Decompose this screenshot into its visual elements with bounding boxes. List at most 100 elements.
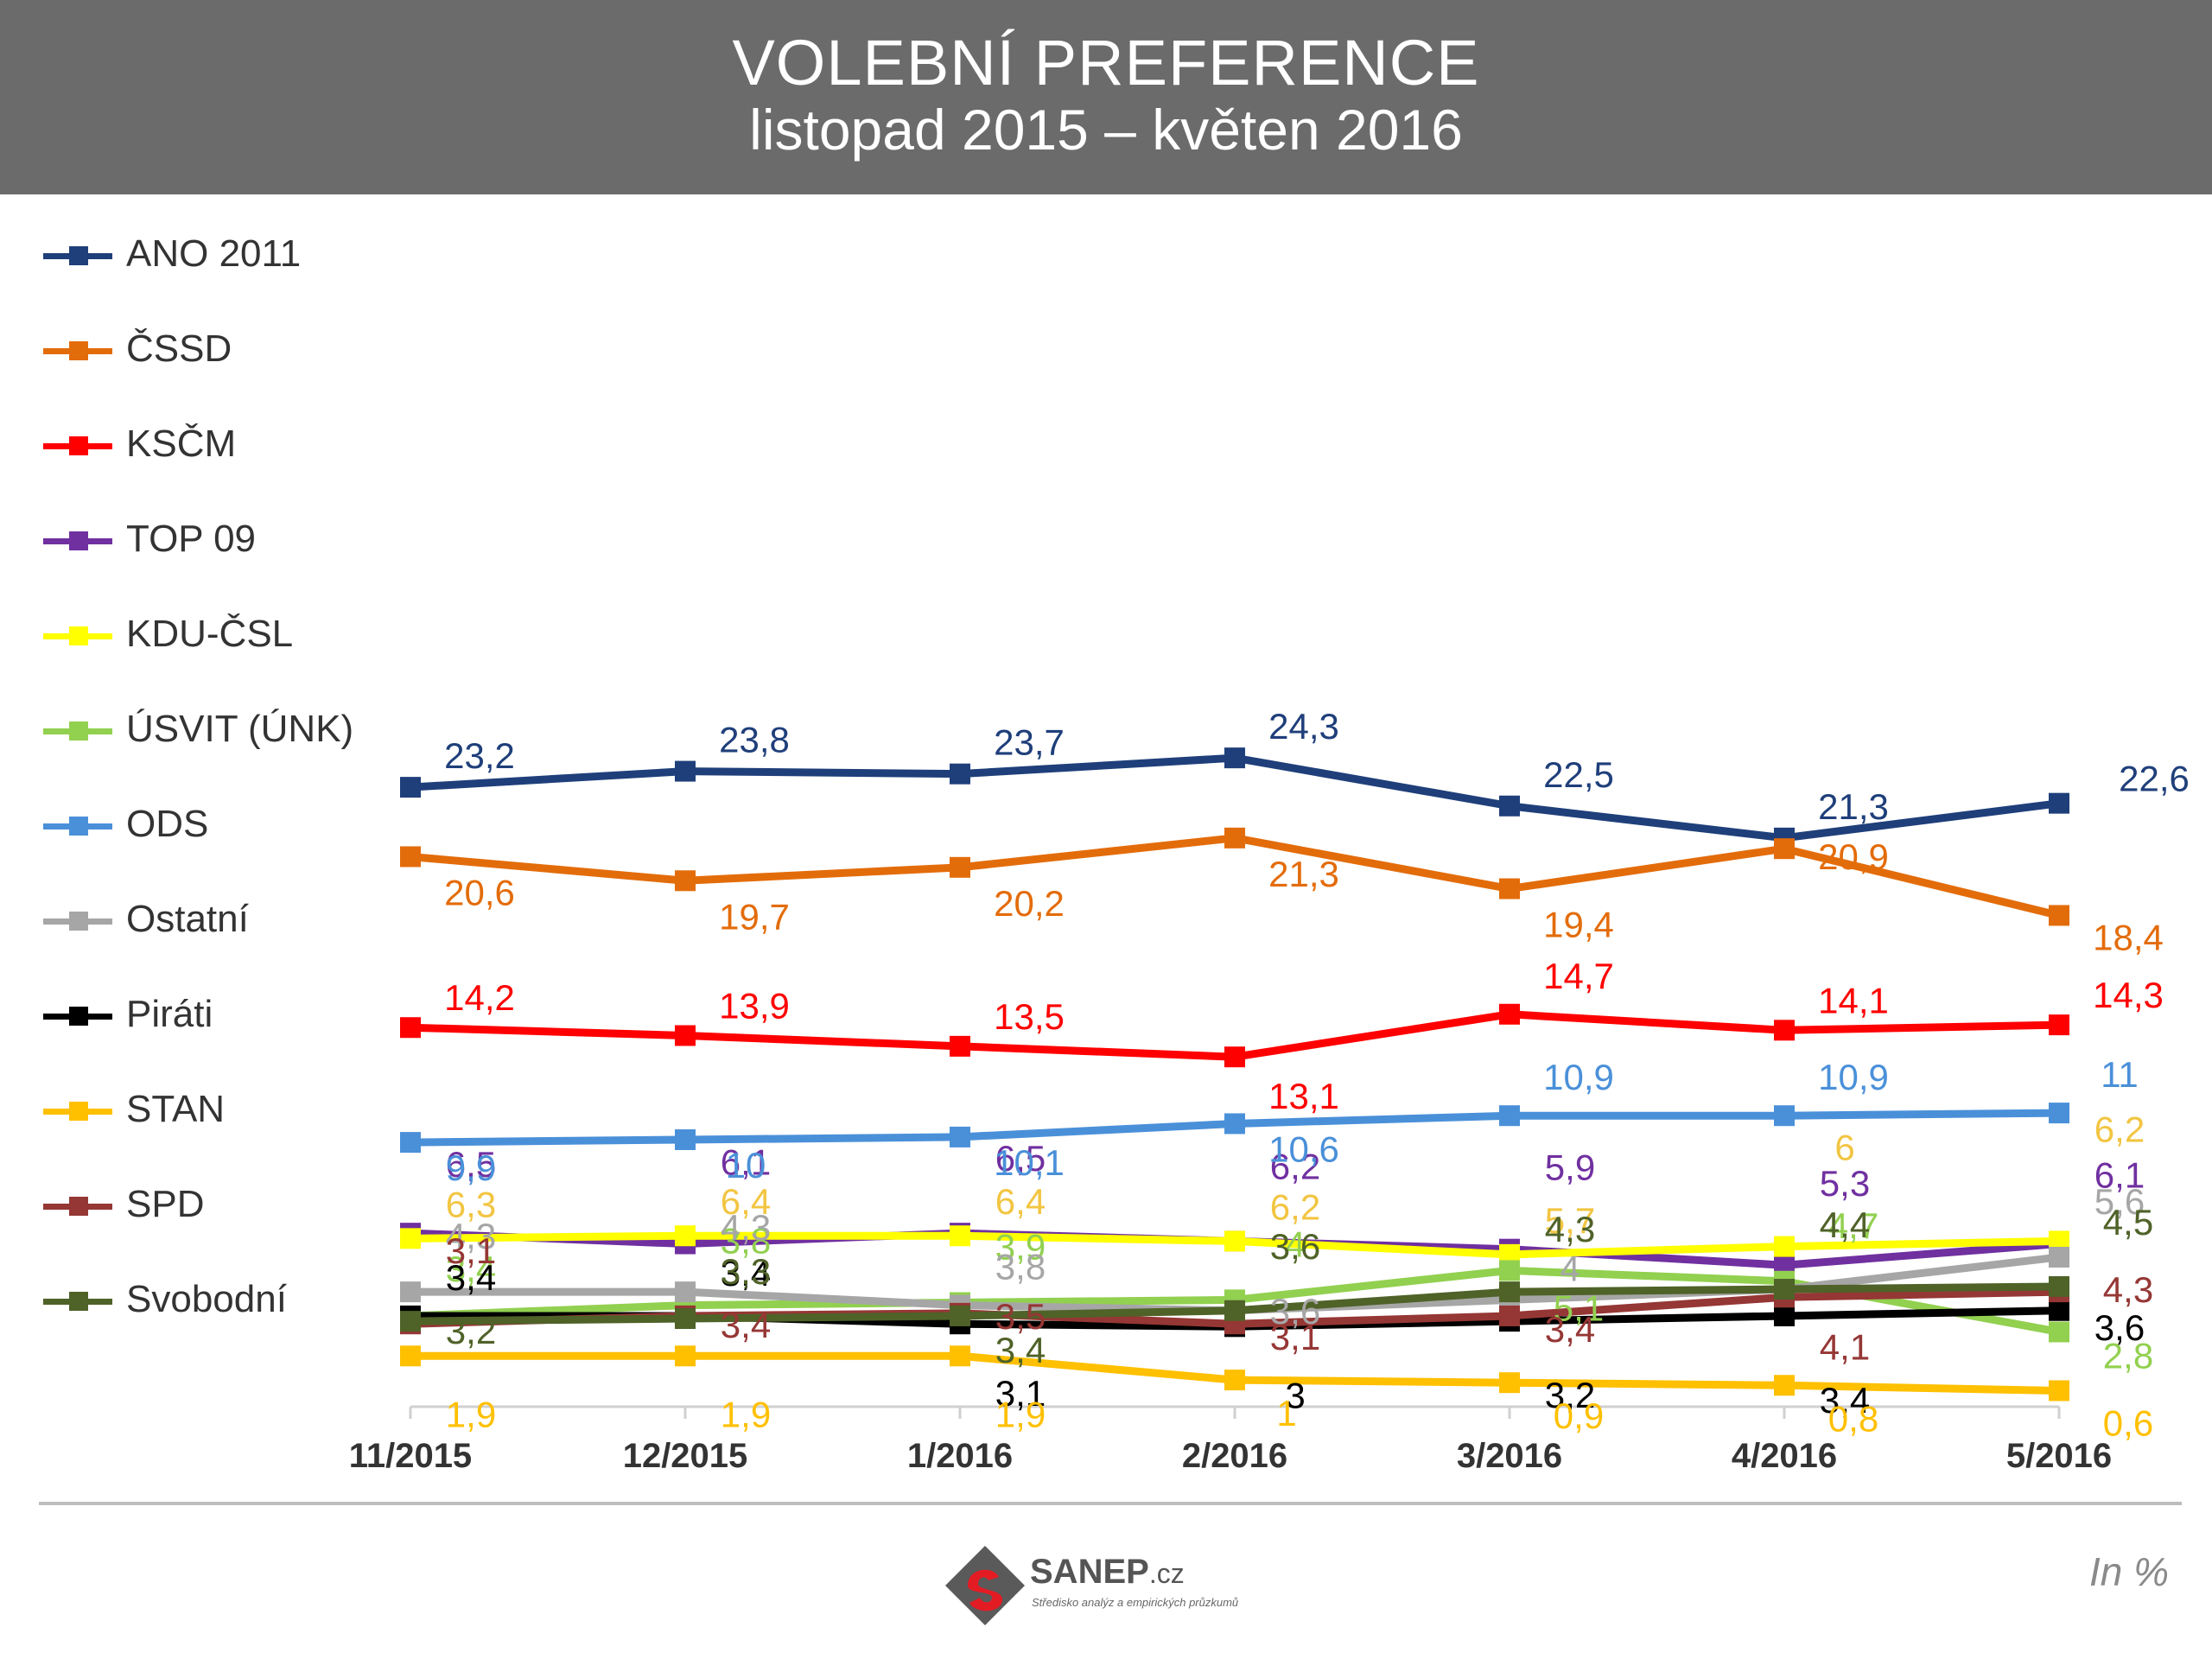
x-tick-label: 5/2016 xyxy=(2006,1437,2112,1475)
legend-swatch xyxy=(43,721,112,741)
data-label-ano-2011: 23,2 xyxy=(444,735,515,776)
series-svobodni xyxy=(400,1275,2069,1332)
legend-item-stan: STAN xyxy=(43,1084,406,1136)
series-ano-2011 xyxy=(400,747,2069,849)
data-point-stan xyxy=(950,1345,970,1367)
legend-label: KSČM xyxy=(126,423,237,465)
series-line-ano-2011 xyxy=(410,753,2060,842)
data-point-ods xyxy=(1499,1105,1520,1127)
data-label-svobodni: 4,4 xyxy=(1820,1205,1870,1245)
data-point-stan xyxy=(400,1345,421,1367)
data-point-ostatni xyxy=(2049,1246,2069,1268)
data-point-ods xyxy=(1224,1113,1245,1135)
data-label-svobodni: 4,5 xyxy=(2103,1202,2153,1243)
data-label-ostatni: 3,6 xyxy=(1270,1291,1320,1332)
sanep-logo: SANEP.cz Středisko analýz a empirických … xyxy=(942,1542,1305,1629)
data-label-top-09: 6,5 xyxy=(446,1144,496,1185)
data-point-cssd xyxy=(1499,878,1520,899)
data-point-kscm xyxy=(675,1025,696,1046)
data-label-usvit-unk: 3,9 xyxy=(995,1226,1046,1267)
data-label-spd: 4,3 xyxy=(2103,1269,2153,1310)
data-point-kscm xyxy=(400,1017,421,1039)
data-label-spd: 3,1 xyxy=(1270,1317,1320,1357)
data-label-pirati: 3,4 xyxy=(1820,1380,1870,1421)
legend-swatch xyxy=(43,626,112,645)
legend-item-cssd: ČSSD xyxy=(43,324,406,376)
data-label-ostatni: 4,3 xyxy=(446,1216,496,1256)
data-label-pirati: 3 xyxy=(1285,1375,1305,1415)
x-tick-label: 12/2015 xyxy=(623,1437,748,1475)
data-label-pirati: 3,2 xyxy=(1545,1375,1595,1415)
legend-item-top-09: TOP 09 xyxy=(43,514,406,566)
legend-swatch xyxy=(43,436,112,455)
data-label-top-09: 6,5 xyxy=(995,1138,1046,1179)
data-label-kdu-csl: 6,4 xyxy=(721,1181,771,1222)
data-label-ods: 11 xyxy=(2101,1054,2139,1095)
data-point-stan xyxy=(1224,1370,1245,1391)
data-label-kdu-csl: 6,4 xyxy=(995,1181,1046,1222)
data-point-kscm xyxy=(2049,1014,2069,1036)
logo-wordmark: SANEP.cz xyxy=(1030,1553,1185,1591)
data-label-usvit-unk: 4 xyxy=(1285,1224,1305,1264)
data-point-kdu-csl xyxy=(675,1225,696,1247)
data-point-kdu-csl xyxy=(1224,1230,1245,1252)
data-point-kdu-csl xyxy=(1774,1236,1795,1257)
data-label-spd: 3,4 xyxy=(1545,1309,1595,1350)
series-stan xyxy=(400,1345,2069,1402)
data-point-svobodni xyxy=(950,1305,970,1326)
data-point-cssd xyxy=(1224,827,1245,849)
data-point-svobodni xyxy=(675,1308,696,1330)
data-point-kdu-csl xyxy=(950,1225,970,1247)
data-label-kscm: 14,2 xyxy=(444,977,515,1018)
legend-label: ÚSVIT (ÚNK) xyxy=(126,708,354,750)
legend-swatch xyxy=(43,1197,112,1216)
data-label-ostatni: 4,3 xyxy=(721,1207,771,1248)
data-point-ods xyxy=(950,1126,970,1147)
data-label-kscm: 13,5 xyxy=(994,996,1065,1037)
legend-swatch xyxy=(43,817,112,836)
data-label-stan: 1,9 xyxy=(446,1394,496,1434)
data-label-stan: 0,6 xyxy=(2103,1402,2153,1443)
data-label-pirati: 3,6 xyxy=(2094,1307,2145,1348)
data-label-ods: 10,1 xyxy=(994,1142,1065,1183)
data-point-svobodni xyxy=(1499,1281,1520,1303)
data-label-svobodni: 4,3 xyxy=(1545,1209,1595,1249)
data-label-cssd: 18,4 xyxy=(2093,917,2164,957)
data-label-kscm: 13,1 xyxy=(1268,1076,1339,1116)
legend-label: STAN xyxy=(126,1088,226,1130)
footer-divider xyxy=(39,1502,2182,1505)
legend-label: Piráti xyxy=(126,993,213,1035)
data-label-ods: 10 xyxy=(726,1145,766,1185)
data-point-usvit-unk xyxy=(2049,1321,2069,1343)
data-label-spd: 3,1 xyxy=(446,1230,496,1271)
data-label-usvit-unk: 5,1 xyxy=(1554,1287,1604,1328)
data-label-ano-2011: 23,7 xyxy=(994,722,1065,763)
data-label-ods: 10,6 xyxy=(1268,1128,1339,1169)
data-label-stan: 1,9 xyxy=(995,1394,1046,1434)
sanep-logo-icon xyxy=(945,1546,1025,1625)
chart-title: VOLEBNÍ PREFERENCE xyxy=(732,27,1480,99)
data-point-ostatni xyxy=(400,1281,421,1303)
data-label-ods: 10,9 xyxy=(1818,1057,1889,1097)
data-label-top-09: 6,1 xyxy=(721,1142,771,1183)
data-label-kscm: 13,9 xyxy=(719,985,790,1026)
data-label-ano-2011: 24,3 xyxy=(1268,706,1339,747)
line-chart: 11/2015 12/2015 1/2016 2/2016 3/2016 4/2016 5/… xyxy=(349,706,2190,1475)
data-label-top-09: 5,3 xyxy=(1820,1163,1870,1204)
data-point-kscm xyxy=(950,1035,970,1057)
legend-label: Ostatní xyxy=(126,898,249,940)
data-point-ods xyxy=(400,1132,421,1154)
data-label-svobodni: 3,4 xyxy=(995,1330,1046,1370)
legend-item-kscm: KSČM xyxy=(43,419,406,471)
data-point-stan xyxy=(2049,1380,2069,1402)
data-label-cssd: 20,2 xyxy=(994,883,1065,924)
data-label-kscm: 14,7 xyxy=(1543,956,1614,996)
legend-swatch xyxy=(43,246,112,265)
series-line-cssd xyxy=(410,834,2061,919)
logo-tagline: Středisko analýz a empirických průzkumů xyxy=(1032,1596,1239,1609)
data-point-ano-2011 xyxy=(400,777,421,798)
data-label-usvit-unk: 3,4 xyxy=(446,1249,496,1289)
data-point-cssd xyxy=(675,870,696,892)
legend-label: TOP 09 xyxy=(126,518,257,560)
data-label-top-09: 5,9 xyxy=(1545,1147,1595,1188)
